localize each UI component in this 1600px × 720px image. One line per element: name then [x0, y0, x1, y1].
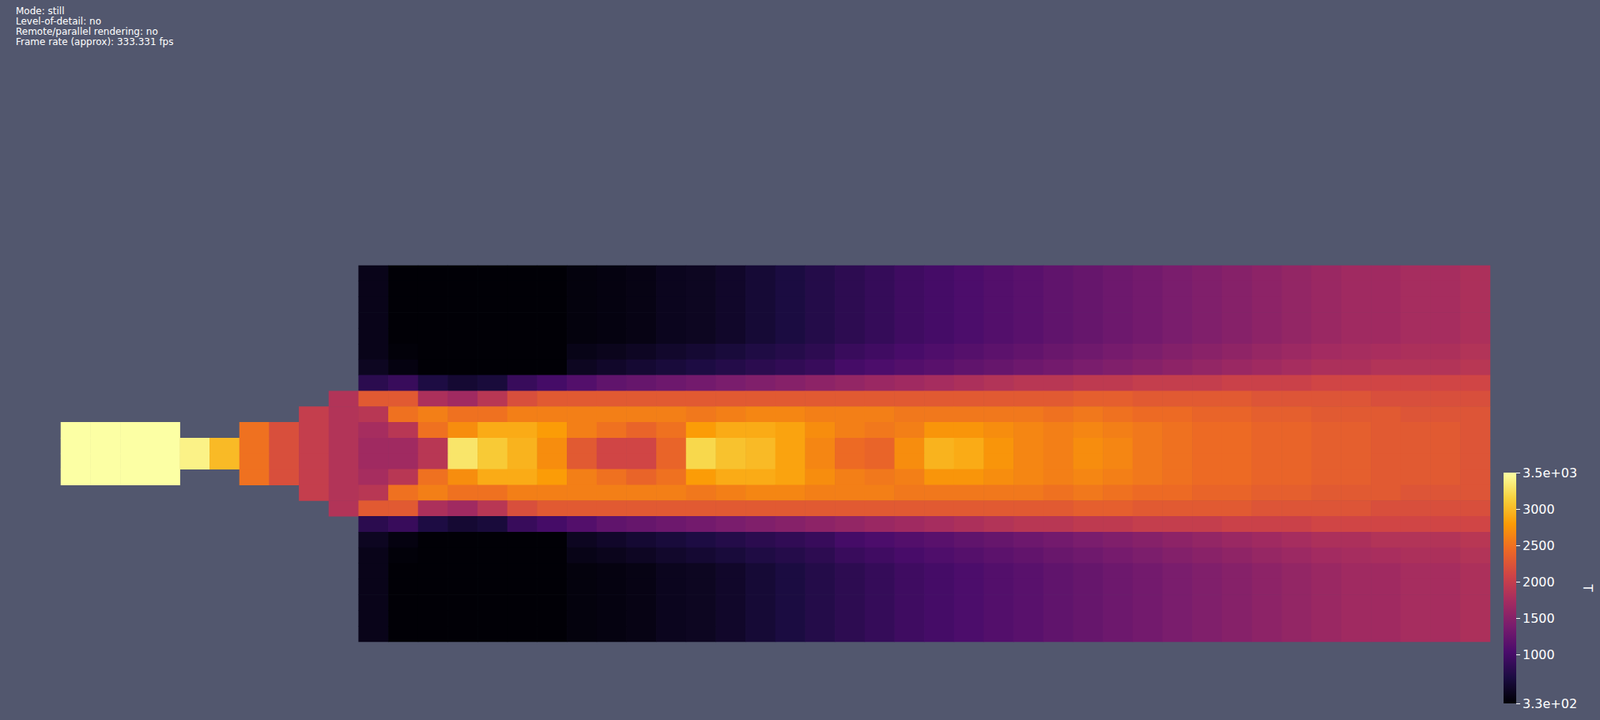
svg-text:Frame rate (approx): 333.331 f: Frame rate (approx): 333.331 fps	[15, 36, 174, 48]
svg-text:T: T	[1580, 583, 1595, 593]
svg-text:1000: 1000	[1522, 647, 1555, 663]
svg-text:Remote/parallel rendering: no: Remote/parallel rendering: no	[15, 26, 159, 38]
svg-text:3.5e+03: 3.5e+03	[1522, 465, 1578, 481]
svg-text:2500: 2500	[1522, 538, 1555, 554]
svg-text:1500: 1500	[1522, 611, 1555, 627]
svg-text:3000: 3000	[1522, 501, 1555, 517]
svg-text:3.3e+02: 3.3e+02	[1522, 696, 1578, 712]
svg-text:2000: 2000	[1522, 574, 1555, 590]
svg-text:Level-of-detail: no: Level-of-detail: no	[15, 15, 102, 27]
svg-text:Mode: still: Mode: still	[15, 5, 65, 17]
